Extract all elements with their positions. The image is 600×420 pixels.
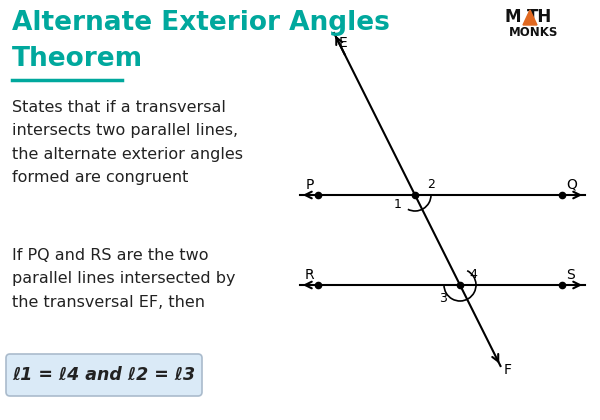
Text: 4: 4	[469, 268, 477, 281]
Text: M: M	[505, 8, 521, 26]
Text: 3: 3	[439, 291, 447, 304]
Text: MONKS: MONKS	[509, 26, 559, 39]
Text: Q: Q	[566, 178, 577, 192]
Text: 1: 1	[394, 199, 402, 212]
FancyBboxPatch shape	[6, 354, 202, 396]
Text: 2: 2	[427, 178, 435, 191]
Text: If PQ and RS are the two
parallel lines intersected by
the transversal EF, then: If PQ and RS are the two parallel lines …	[12, 248, 235, 310]
Text: TH: TH	[527, 8, 552, 26]
Text: States that if a transversal
intersects two parallel lines,
the alternate exteri: States that if a transversal intersects …	[12, 100, 243, 185]
Polygon shape	[523, 10, 537, 25]
Text: F: F	[503, 363, 511, 377]
Text: ℓ1 = ℓ4 and ℓ2 = ℓ3: ℓ1 = ℓ4 and ℓ2 = ℓ3	[13, 366, 196, 384]
Text: P: P	[305, 178, 314, 192]
Text: E: E	[339, 36, 348, 50]
Text: Theorem: Theorem	[12, 46, 143, 72]
Text: S: S	[566, 268, 575, 282]
Text: Alternate Exterior Angles: Alternate Exterior Angles	[12, 10, 390, 36]
Text: R: R	[304, 268, 314, 282]
